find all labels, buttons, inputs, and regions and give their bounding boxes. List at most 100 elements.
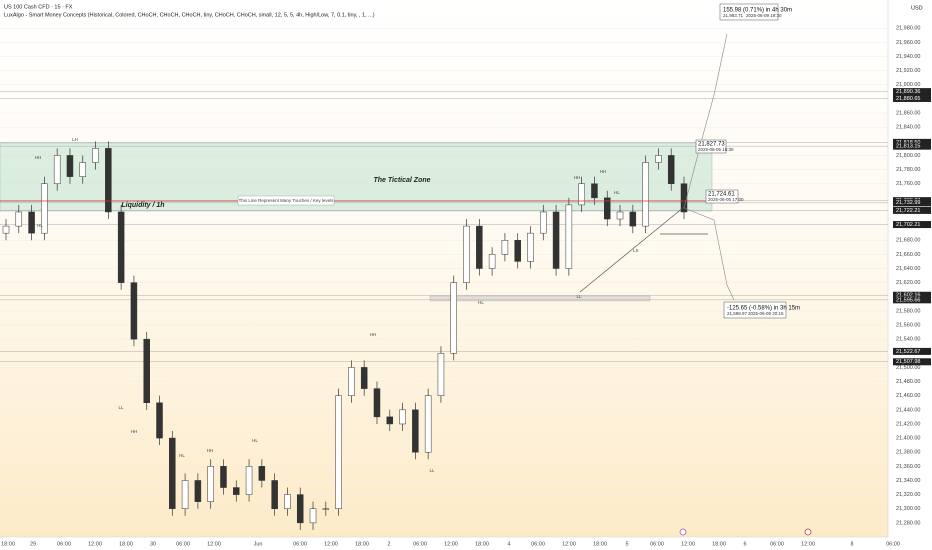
price-tag [893, 358, 931, 366]
y-tick-label: 21,780.00 [896, 167, 920, 173]
candle-body [169, 437, 176, 509]
price-tag-label: 21,880.65 [896, 96, 920, 102]
candle-body [2, 225, 10, 234]
y-tick-label: 21,620.00 [896, 280, 920, 286]
x-tick-label: 06:00 [413, 541, 427, 547]
candle-body [156, 402, 163, 439]
price-tag-label: 21,813.15 [896, 144, 920, 150]
zone-label: The Tictical Zone [373, 177, 430, 184]
projection-up [683, 33, 728, 209]
measure-price: 21,983.71 [723, 13, 744, 18]
measure-change: -125.65 (-0.58%) in 3h 15m [727, 306, 800, 312]
smc-label: HL [179, 453, 185, 458]
y-tick-label: 21,840.00 [896, 125, 920, 131]
x-tick-label: 5 [625, 541, 628, 547]
candle-body [117, 211, 125, 283]
candle-body [271, 480, 278, 509]
candle-body [501, 239, 509, 255]
smc-label: HL [252, 438, 258, 443]
candle-body [463, 225, 470, 283]
candle-body [130, 282, 138, 340]
candle-body [53, 155, 61, 184]
x-tick-label: Jun [254, 541, 263, 547]
candle-body [399, 409, 406, 425]
x-tick-label: 12:00 [324, 541, 338, 547]
x-tick-label: 06:00 [57, 541, 71, 547]
candle-body [284, 494, 291, 509]
price-tag [893, 199, 931, 207]
candle-body [655, 155, 662, 163]
price-tag [893, 94, 931, 102]
candle-body [66, 155, 74, 177]
y-tick-label: 21,500.00 [896, 365, 920, 371]
candle-body [360, 367, 368, 389]
candle-body [514, 239, 521, 262]
x-tick-label: 12:00 [207, 541, 221, 547]
smc-label: HL [478, 300, 484, 305]
candle-body [220, 466, 227, 488]
y-tick-label: 21,980.00 [896, 26, 920, 32]
x-tick-label: 18:00 [712, 541, 726, 547]
candle-body [15, 211, 23, 227]
x-tick-label: 06:00 [293, 541, 307, 547]
y-tick-label: 21,320.00 [896, 492, 920, 498]
event-icon[interactable] [804, 528, 812, 536]
smc-label: HH [131, 429, 138, 434]
x-tick-label: 8 [850, 541, 853, 547]
liquidity-box [429, 295, 651, 302]
candle-body [642, 162, 649, 227]
y-tick-label: 21,560.00 [896, 322, 920, 328]
price-box [705, 189, 739, 204]
trend-line [579, 206, 685, 293]
y-tick-label: 21,280.00 [896, 520, 920, 526]
y-tick-label: 21,480.00 [896, 379, 920, 385]
price-tag-label: 21,507.98 [896, 359, 920, 365]
x-tick-label: 4 [507, 541, 510, 547]
y-tick-label: 21,340.00 [896, 478, 920, 484]
price-tag-label: 21,890.36 [896, 89, 920, 95]
x-tick-label: 29 [30, 541, 36, 547]
projection-down [683, 207, 735, 301]
price-tag-label: 21,722.21 [896, 208, 920, 214]
box-price: 21,724.61 [708, 192, 735, 198]
y-tick-label: 21,920.00 [896, 68, 920, 74]
candle-body [28, 211, 35, 234]
x-tick-label: 12:00 [444, 541, 458, 547]
price-tag-label: 21,595.66 [896, 297, 920, 303]
measure-change: 155.98 (0.71%) in 4h 30m [723, 8, 792, 14]
candle-body [41, 183, 48, 234]
y-tick-label: 21,580.00 [896, 308, 920, 314]
currency: USD [911, 5, 923, 11]
y-tick-label: 21,640.00 [896, 266, 920, 272]
candle-body [667, 155, 675, 184]
candle-body [591, 183, 598, 199]
x-tick-label: 30 [150, 541, 156, 547]
candle-body [181, 480, 189, 509]
x-tick-label: 12:00 [562, 541, 576, 547]
event-icon[interactable] [679, 528, 687, 536]
candle-body [143, 338, 150, 404]
key-level-label: This Line Represent Many Touches / Key l… [239, 198, 334, 203]
x-tick-label: 2 [387, 541, 390, 547]
tactical-zone [0, 142, 713, 212]
candle-body [476, 225, 483, 269]
symbol-title: US 100 Cash CFD · 15 · FX [4, 4, 73, 10]
candle-body [194, 480, 202, 502]
price-tag-label: 21,732.99 [896, 200, 920, 206]
candle-body [450, 282, 457, 354]
price-tag [893, 138, 931, 146]
x-tick-label: 06:00 [770, 541, 784, 547]
smc-label: HH [370, 332, 377, 337]
candle-body [552, 211, 560, 269]
candle-body [335, 395, 342, 509]
x-tick-label: 18:00 [593, 541, 607, 547]
smc-label: HH [600, 169, 607, 174]
candle-body [245, 466, 253, 495]
candle-body [527, 232, 534, 262]
x-tick-label: 18:00 [1, 541, 15, 547]
price-tag-label: 21,522.67 [896, 349, 920, 355]
x-tick-label: 18:00 [119, 541, 133, 547]
y-tick-label: 21,940.00 [896, 54, 920, 60]
y-tick-label: 21,900.00 [896, 82, 920, 88]
